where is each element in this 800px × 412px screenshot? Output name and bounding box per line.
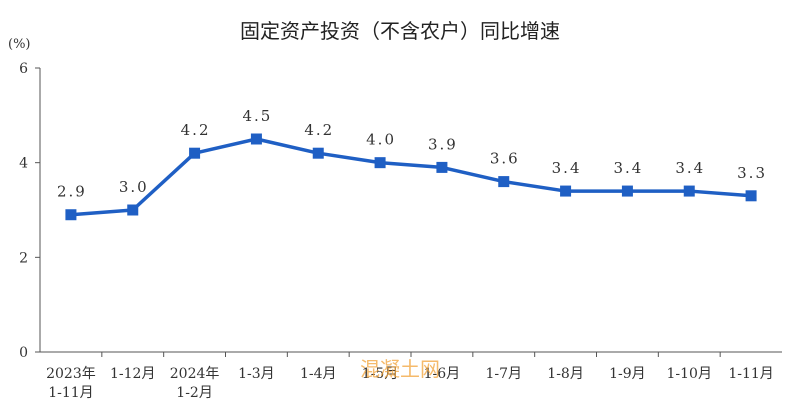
x-tick-label: 1-3月 [238,366,275,382]
data-label: 3.4 [675,159,705,177]
x-tick-label: 1-2月 [176,385,213,401]
x-tick-label: 1-6月 [424,366,461,382]
y-tick-label: 2 [19,250,28,266]
y-unit-label: (%) [8,37,31,52]
x-tick-label: 1-8月 [547,366,584,382]
data-label: 4.5 [242,107,272,125]
data-point [127,204,139,216]
tick-labels: 0 2 4 6 2023年 1-11月 1-12月 2024年 1-2月 1-3月 1-4月 1-5月… [19,61,774,401]
data-point [621,185,633,197]
x-tick-label: 1-12月 [110,366,155,382]
data-label: 3.9 [428,135,458,153]
data-label: 3.0 [119,178,149,196]
x-tick-label: 1-10月 [667,366,712,382]
x-tick-label: 1-9月 [609,366,646,382]
data-point [683,185,695,197]
chart-title: 固定资产投资（不含农户）同比增速 [240,19,560,43]
x-tick-label: 2024年 [170,366,220,382]
y-tick-label: 6 [19,61,28,77]
x-tick-label: 1-11月 [48,385,93,401]
data-point [250,133,262,145]
data-point [745,190,757,202]
x-tick-label: 1-7月 [485,366,522,382]
x-tick-label: 1-11月 [728,366,773,382]
data-point [189,147,201,159]
series-line [65,133,757,221]
data-point [65,209,77,221]
data-label: 3.4 [613,159,643,177]
data-point [374,157,386,169]
data-point [498,176,510,188]
watermark: 混凝土网 [360,357,440,381]
data-label: 4.2 [304,121,334,139]
data-label: 4.0 [366,131,396,149]
data-point [560,185,572,197]
x-tick-label: 2023年 [46,366,96,382]
data-label: 3.3 [737,164,767,182]
data-point [312,147,324,159]
series-path [70,137,752,217]
y-tick-label: 4 [19,156,28,172]
x-tick-label: 1-5月 [362,366,399,382]
data-point [436,161,448,173]
x-tick-label: 1-4月 [300,366,337,382]
data-labels: 2.9 3.0 4.2 4.5 4.2 4.0 3.9 3.6 3.4 3.4 3.4 3.3 [57,107,767,201]
data-label: 3.4 [552,159,582,177]
data-label: 4.2 [181,121,211,139]
data-label: 2.9 [57,183,87,201]
y-tick-label: 0 [19,345,28,361]
axes [35,67,782,357]
data-label: 3.6 [490,150,520,168]
